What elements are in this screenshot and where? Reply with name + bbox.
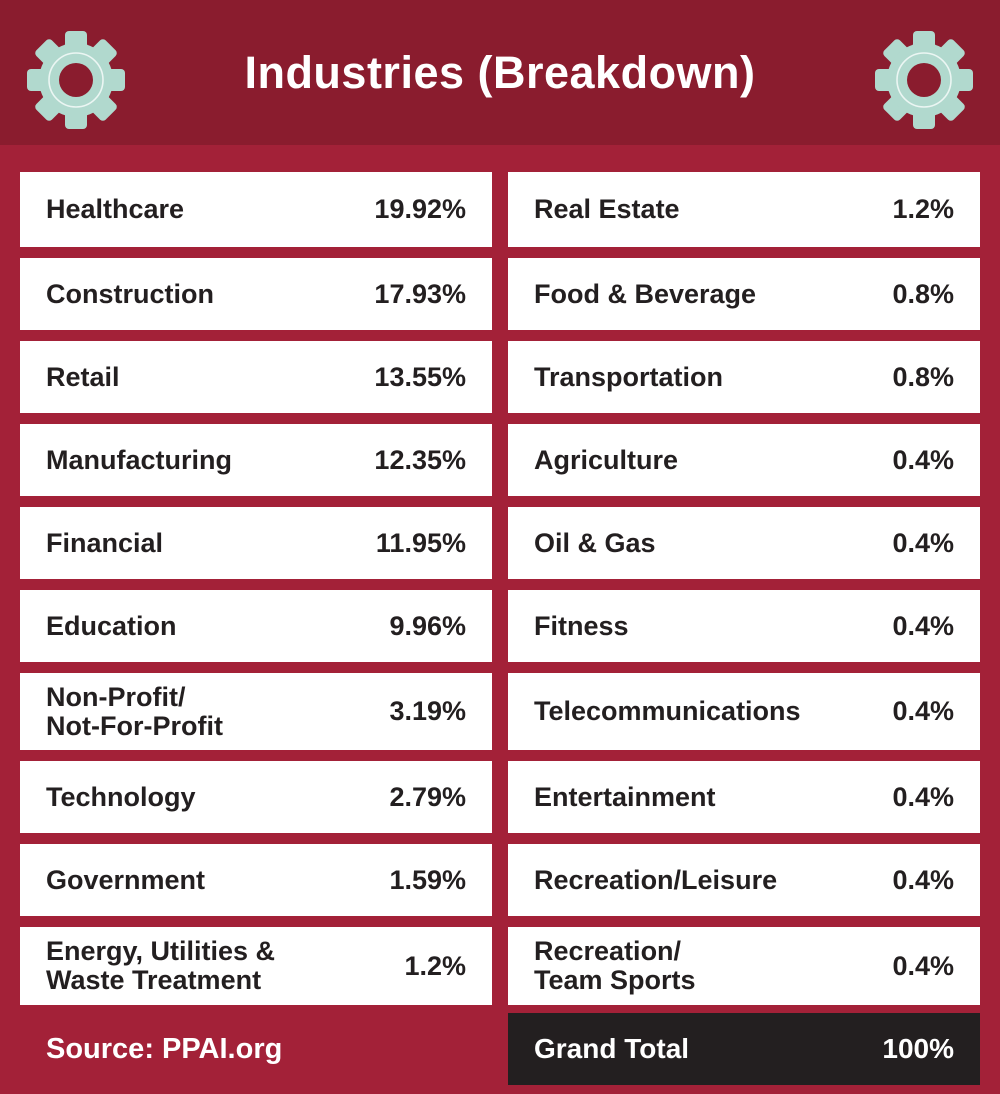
grand-total-label: Grand Total <box>534 1033 690 1064</box>
industry-value: 2.79% <box>389 781 466 812</box>
industry-value: 9.96% <box>389 610 466 641</box>
table-row: Retail 13.55% <box>20 341 492 413</box>
industry-label: Technology <box>46 781 196 812</box>
page-title: Industries (Breakdown) <box>244 46 756 98</box>
industry-value: 17.93% <box>374 278 466 309</box>
industry-label: Real Estate <box>534 194 680 225</box>
grand-total-bar: Grand Total 100% <box>508 1013 980 1085</box>
table-row: Education 9.96% <box>20 590 492 662</box>
industry-value: 0.4% <box>892 527 954 558</box>
industry-label: Education <box>46 610 177 641</box>
industry-value: 1.2% <box>404 950 466 981</box>
source-text: Source: PPAI.org <box>46 1032 283 1065</box>
header-band: Industries (Breakdown) <box>0 0 1000 145</box>
table-row: Telecommunications 0.4% <box>508 673 980 750</box>
industry-label: Transportation <box>534 361 724 392</box>
industry-value: 0.4% <box>892 696 954 726</box>
table-row: Food & Beverage 0.8% <box>508 258 980 330</box>
industry-label: Entertainment <box>534 781 716 812</box>
industry-value: 0.4% <box>892 950 954 981</box>
table-row: Non-Profit/ Not-For-Profit 3.19% <box>20 673 492 750</box>
industry-label: Government <box>46 864 206 895</box>
industry-value: 12.35% <box>374 444 466 475</box>
table-row: Financial 11.95% <box>20 507 492 579</box>
industry-value: 0.4% <box>892 781 954 812</box>
industry-value: 0.4% <box>892 610 954 641</box>
industry-label: Manufacturing <box>46 444 232 475</box>
footer: Source: PPAI.org Grand Total 100% <box>20 1013 980 1085</box>
industry-label: Fitness <box>534 610 629 641</box>
table-row: Government 1.59% <box>20 844 492 916</box>
industry-value: 13.55% <box>374 361 466 392</box>
industry-value: 0.8% <box>892 278 954 309</box>
table-row: Healthcare 19.92% <box>20 172 492 247</box>
industry-value: 1.2% <box>892 194 954 224</box>
gear-icon <box>27 31 125 129</box>
industry-label: Retail <box>46 361 120 392</box>
industry-label: Oil & Gas <box>534 527 656 558</box>
industry-value: 11.95% <box>375 527 466 558</box>
industry-label: Non-Profit/ Not-For-Profit <box>46 681 223 741</box>
industries-table: Healthcare 19.92% Real Estate 1.2% Const… <box>20 172 980 1005</box>
table-row: Fitness 0.4% <box>508 590 980 662</box>
industry-value: 19.92% <box>374 194 466 224</box>
table-row: Agriculture 0.4% <box>508 424 980 496</box>
table-row: Energy, Utilities & Waste Treatment 1.2% <box>20 927 492 1005</box>
industry-label: Recreation/ Team Sports <box>534 936 696 995</box>
industry-label: Financial <box>46 527 164 558</box>
grand-total-value: 100% <box>882 1033 954 1064</box>
table-row: Oil & Gas 0.4% <box>508 507 980 579</box>
industry-label: Construction <box>46 278 214 309</box>
industry-value: 1.59% <box>389 864 466 895</box>
industry-value: 0.4% <box>892 444 954 475</box>
industry-label: Energy, Utilities & Waste Treatment <box>46 936 276 995</box>
table-row: Manufacturing 12.35% <box>20 424 492 496</box>
industry-value: 3.19% <box>389 696 466 726</box>
industry-label: Healthcare <box>46 194 185 225</box>
table-row: Recreation/ Team Sports 0.4% <box>508 927 980 1005</box>
industry-label: Agriculture <box>534 444 679 475</box>
table-row: Recreation/Leisure 0.4% <box>508 844 980 916</box>
table-row: Technology 2.79% <box>20 761 492 833</box>
industry-label: Telecommunications <box>534 696 801 727</box>
table-row: Entertainment 0.4% <box>508 761 980 833</box>
table-row: Construction 17.93% <box>20 258 492 330</box>
gear-icon <box>875 31 973 129</box>
industry-value: 0.8% <box>892 361 954 392</box>
industry-value: 0.4% <box>892 864 954 895</box>
table-row: Real Estate 1.2% <box>508 172 980 247</box>
industry-label: Food & Beverage <box>534 278 757 309</box>
table-row: Transportation 0.8% <box>508 341 980 413</box>
industry-label: Recreation/Leisure <box>534 864 778 895</box>
